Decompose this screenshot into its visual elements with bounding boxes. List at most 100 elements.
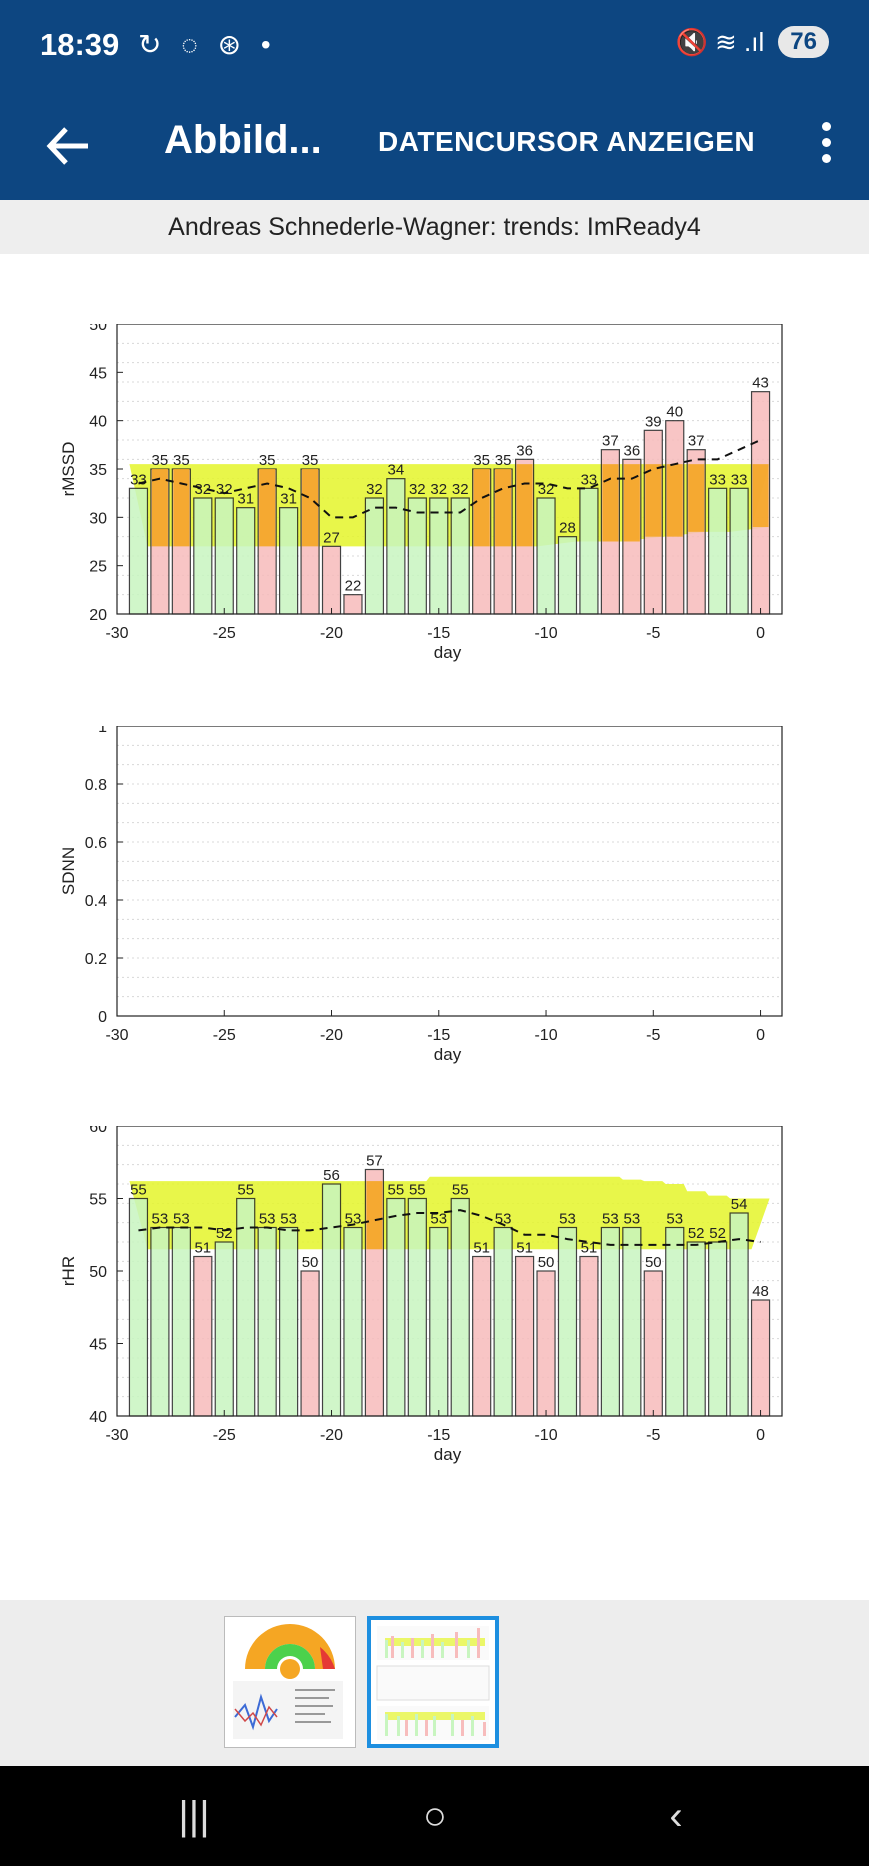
y-axis-label: SDNN xyxy=(59,847,78,895)
more-options-icon[interactable] xyxy=(811,118,841,178)
home-button[interactable]: ○ xyxy=(422,1794,448,1838)
y-tick-label: 60 xyxy=(89,1126,107,1136)
y-tick-label: 45 xyxy=(89,1337,107,1354)
y-tick-label: 35 xyxy=(89,462,107,479)
figure-canvas[interactable]: 33 35 35 32 32 31 35 31 35 27 22 32 34 32 32 32 35 35 36 32… xyxy=(0,254,869,1600)
y-tick-label: 20 xyxy=(89,607,107,624)
bar-value-label: 48 xyxy=(752,1283,769,1300)
bar-band-overlap xyxy=(602,464,619,542)
x-tick-label: -25 xyxy=(213,1427,236,1444)
bar xyxy=(300,1270,320,1417)
bar-value-label: 37 xyxy=(602,433,619,450)
bar-value-label: 53 xyxy=(666,1211,683,1228)
x-tick-label: -5 xyxy=(646,1027,660,1044)
y-tick-label: 0.8 xyxy=(85,777,107,794)
x-tick-label: -15 xyxy=(427,625,450,642)
bar xyxy=(214,1241,234,1417)
recents-button[interactable]: ||| xyxy=(178,1794,210,1838)
bar xyxy=(364,497,385,615)
bar xyxy=(450,1197,470,1417)
bar xyxy=(171,1226,191,1417)
x-axis-label: day xyxy=(434,1445,462,1464)
bar xyxy=(279,1226,299,1417)
rmssd-chart: 33 35 35 32 32 31 35 31 35 27 22 32 34 32 32 32 35 35 36 32… xyxy=(0,324,869,684)
notification-icons: ↻ ◌ ⊛ • xyxy=(138,29,277,60)
bar-value-label: 32 xyxy=(430,481,447,498)
page-title: Abbild... xyxy=(164,118,322,162)
bar-value-label: 37 xyxy=(688,433,705,450)
bar-value-label: 52 xyxy=(688,1225,705,1242)
y-tick-label: 40 xyxy=(89,1409,107,1426)
bar-value-label: 22 xyxy=(345,578,362,595)
bar-band-overlap xyxy=(645,464,662,537)
x-tick-label: -10 xyxy=(534,1027,557,1044)
x-tick-label: -10 xyxy=(534,1427,557,1444)
bar-value-label: 53 xyxy=(259,1211,276,1228)
bar-value-label: 36 xyxy=(516,442,533,459)
y-tick-label: 1 xyxy=(98,726,107,736)
bar xyxy=(708,1241,728,1417)
bar-value-label: 35 xyxy=(473,452,490,469)
x-tick-label: -30 xyxy=(105,1027,128,1044)
system-icons: 🔇 ≋ .ıl 76 xyxy=(675,26,829,58)
bar-value-label: 51 xyxy=(581,1240,598,1257)
bar-value-label: 40 xyxy=(666,404,683,421)
bar-band-overlap xyxy=(366,1181,383,1250)
bar-value-label: 51 xyxy=(473,1240,490,1257)
bar-band-overlap xyxy=(688,464,705,532)
bar xyxy=(729,1212,749,1417)
bar-value-label: 35 xyxy=(173,452,190,469)
bar-band-overlap xyxy=(173,469,190,547)
bar-value-label: 55 xyxy=(388,1182,405,1199)
bar xyxy=(386,1197,406,1417)
bar-value-label: 55 xyxy=(237,1182,254,1199)
bar-value-label: 53 xyxy=(173,1211,190,1228)
bar-value-label: 52 xyxy=(709,1225,726,1242)
bar-value-label: 31 xyxy=(280,491,297,508)
bar xyxy=(579,1255,599,1417)
y-tick-label: 45 xyxy=(89,365,107,382)
app-bar: Abbild... DATENCURSOR ANZEIGEN xyxy=(0,96,869,200)
bar-band-overlap xyxy=(151,469,168,547)
bar-value-label: 39 xyxy=(645,413,662,430)
bar-value-label: 35 xyxy=(495,452,512,469)
bar-band-overlap xyxy=(495,469,512,547)
y-tick-label: 50 xyxy=(89,1264,107,1281)
bar-value-label: 55 xyxy=(130,1182,147,1199)
sdnn-chart: 0 0.2 0.4 0.6 0.8 1 -30 -25 -20 -15 -10 -5 0 day SDNN xyxy=(0,726,869,1086)
bar xyxy=(600,1226,620,1417)
bar xyxy=(514,1255,535,1417)
y-axis-label: rHR xyxy=(59,1256,78,1286)
bar-value-label: 31 xyxy=(237,491,254,508)
bar xyxy=(622,1226,642,1417)
thumbnail-dashboard[interactable] xyxy=(224,1616,356,1748)
bar-value-label: 53 xyxy=(602,1211,619,1228)
bar xyxy=(643,1270,663,1417)
bar-value-label: 32 xyxy=(216,481,233,498)
bar-value-label: 56 xyxy=(323,1167,340,1184)
x-tick-label: 0 xyxy=(756,625,765,642)
bar-value-label: 32 xyxy=(366,481,383,498)
bar-value-label: 53 xyxy=(345,1211,362,1228)
x-tick-label: 0 xyxy=(756,1027,765,1044)
x-tick-label: -30 xyxy=(105,1427,128,1444)
plot-frame xyxy=(116,726,783,1017)
bar-value-label: 53 xyxy=(559,1211,576,1228)
y-axis-label: rMSSD xyxy=(59,442,78,497)
bar xyxy=(321,1183,342,1417)
y-tick-label: 55 xyxy=(89,1192,107,1209)
nav-back-button[interactable]: ‹ xyxy=(669,1794,683,1838)
bar-value-label: 35 xyxy=(152,452,169,469)
bar-value-label: 50 xyxy=(645,1254,662,1271)
bar-value-label: 50 xyxy=(302,1254,319,1271)
bar xyxy=(579,487,599,615)
bar-value-label: 54 xyxy=(731,1196,748,1213)
bar-value-label: 53 xyxy=(623,1211,640,1228)
show-datacursor-button[interactable]: DATENCURSOR ANZEIGEN xyxy=(378,126,756,157)
back-arrow-icon[interactable] xyxy=(44,116,94,176)
thumbnail-trends[interactable] xyxy=(367,1616,499,1748)
x-tick-label: -30 xyxy=(105,625,128,642)
y-tick-label: 50 xyxy=(89,324,107,334)
bar xyxy=(193,1255,213,1417)
